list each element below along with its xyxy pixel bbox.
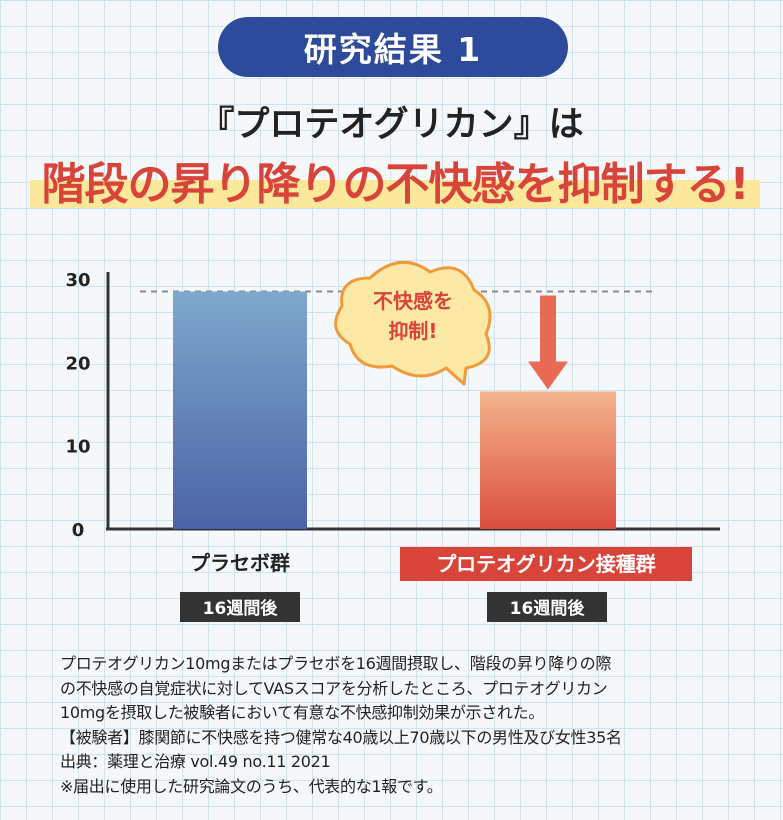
- y-tick-label: 0: [72, 520, 85, 541]
- callout-line-2: 抑制!: [388, 319, 437, 343]
- caption-line: 出典：薬理と治療 vol.49 no.11 2021: [60, 752, 331, 771]
- y-tick-label: 20: [65, 353, 90, 374]
- category-label-placebo: プラセボ群: [190, 551, 290, 575]
- bar-proteoglycan: [480, 391, 616, 529]
- caption-line: プロテオグリカン10mgまたはプラセボを16週間摂取し、階段の昇り降りの際: [60, 654, 612, 673]
- study-caption: プロテオグリカン10mgまたはプラセボを16週間摂取し、階段の昇り降りの際 の不…: [60, 652, 750, 799]
- caption-line: 10mgを摂取した被験者において有意な不快感抑制効果が示された。: [60, 703, 545, 722]
- y-tick-label: 30: [65, 270, 90, 291]
- down-arrow: [528, 295, 568, 390]
- study-result-badge: 研究結果 1: [218, 17, 568, 77]
- period-label-proteoglycan: 16週間後: [510, 598, 586, 619]
- category-label-proteoglycan: プロテオグリカン接種群: [436, 552, 656, 576]
- bar-placebo: [173, 291, 307, 529]
- period-label-placebo: 16週間後: [203, 598, 279, 619]
- caption-line: の不快感の自覚症状に対してVASスコアを分析したところ、プロテオグリカン: [60, 678, 608, 698]
- caption-line: 【被験者】膝関節に不快感を持つ健常な40歳以上70歳以下の男性及び女性35名: [60, 727, 622, 747]
- headline: 階段の昇り降りの不快感を抑制する!: [30, 150, 760, 220]
- category-label-treat-bg: [400, 547, 692, 581]
- callout-bubble: 不快感を 抑制!: [334, 260, 492, 386]
- headline-text: 階段の昇り降りの不快感を抑制する!: [41, 159, 749, 210]
- caption-line: ※届出に使用した研究論文のうち、代表的な1報です。: [60, 776, 443, 796]
- period-label-bg-1: [487, 592, 607, 622]
- y-tick-label: 10: [65, 437, 90, 458]
- bar-chart: 0 10 20 30 不快感を 抑制! プラセボ群 プロテオグリカン接種群 16週間後…: [65, 260, 720, 622]
- subtitle: 『プロテオグリカン』は: [199, 105, 584, 145]
- callout-line-1: 不快感を: [373, 289, 453, 313]
- headline-highlight: [30, 180, 760, 208]
- period-label-bg-0: [180, 592, 300, 622]
